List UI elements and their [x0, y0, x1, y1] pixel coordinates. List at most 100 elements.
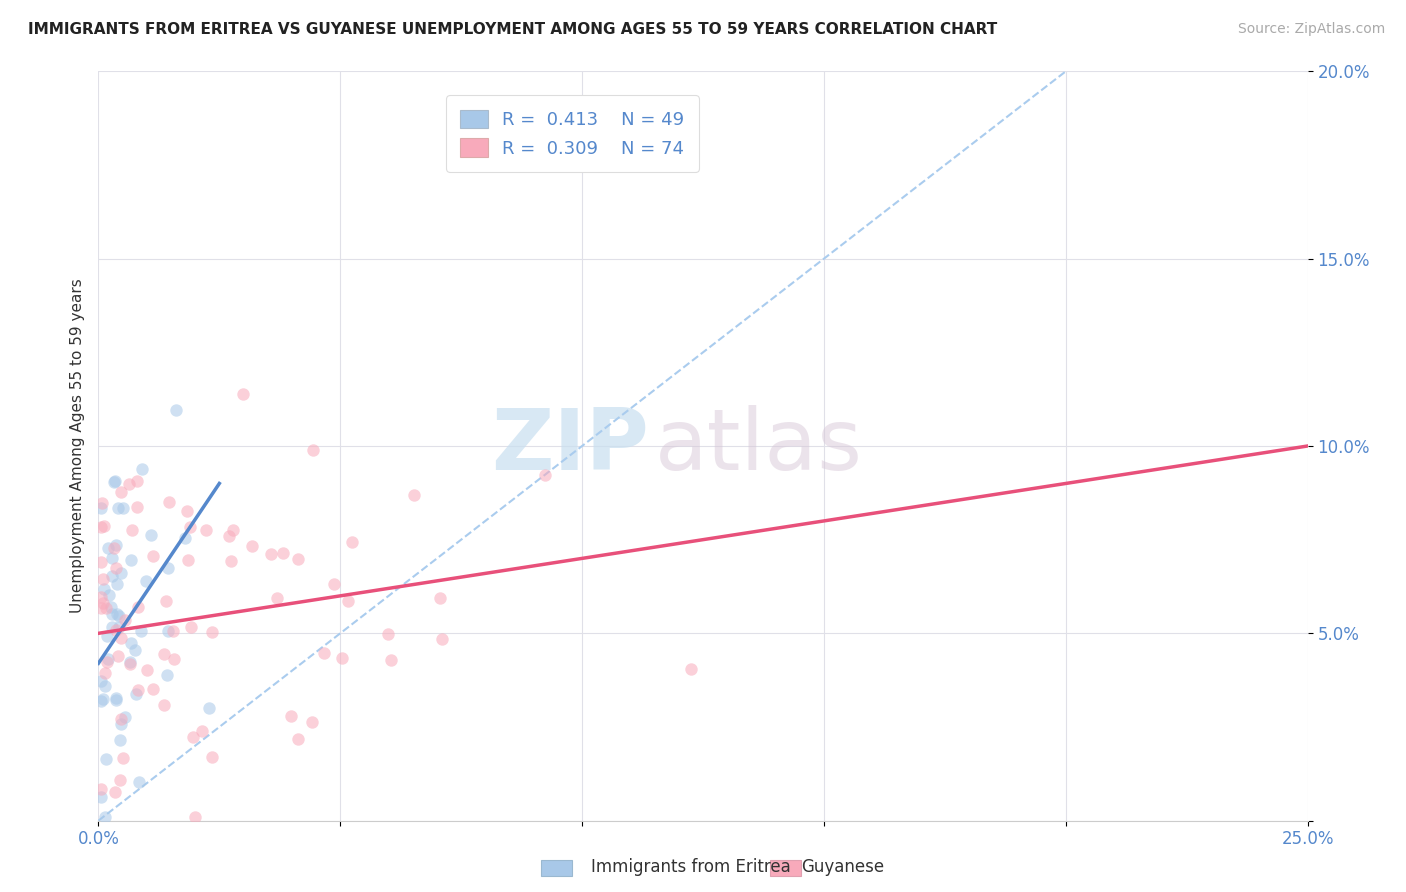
Point [90, 520, 112, 534]
Text: ZIP: ZIP [491, 404, 648, 488]
Legend: R =  0.413    N = 49, R =  0.309    N = 74: R = 0.413 N = 49, R = 0.309 N = 74 [446, 95, 699, 172]
Point [176, 504, 198, 518]
Point [101, 620, 124, 634]
Point [96, 629, 118, 643]
Point [404, 488, 426, 502]
Point [110, 712, 132, 726]
Point [198, 701, 221, 715]
Point [165, 403, 187, 417]
Point [110, 485, 132, 500]
Point [104, 560, 127, 574]
Point [125, 474, 148, 488]
Point [232, 387, 254, 401]
Point [120, 657, 142, 671]
Point [330, 651, 353, 665]
Point [93, 518, 115, 533]
Point [121, 523, 143, 537]
Point [184, 810, 207, 824]
Point [222, 523, 245, 537]
Point [110, 566, 132, 581]
Point [103, 475, 125, 490]
Point [90, 789, 112, 804]
Point [179, 520, 201, 534]
Point [101, 607, 124, 621]
Point [135, 574, 157, 589]
Point [266, 591, 288, 605]
Point [174, 531, 197, 545]
Point [90, 694, 112, 708]
Point [118, 655, 141, 669]
Point [219, 554, 242, 568]
Point [271, 545, 294, 559]
Point [93, 582, 115, 596]
Point [679, 662, 702, 676]
Point [107, 620, 129, 634]
Point [97, 541, 120, 555]
Point [111, 751, 134, 765]
Point [108, 733, 131, 747]
Point [156, 668, 179, 682]
Point [90, 590, 112, 604]
Point [100, 600, 122, 615]
Point [287, 732, 309, 747]
Point [90, 500, 112, 515]
Point [191, 723, 214, 738]
Point [177, 552, 200, 566]
Point [104, 624, 127, 638]
Point [105, 577, 128, 591]
Point [322, 577, 344, 591]
Point [114, 613, 136, 627]
Point [157, 624, 180, 638]
Point [108, 772, 131, 787]
Point [336, 594, 359, 608]
Text: Guyanese: Guyanese [801, 858, 884, 876]
Point [100, 550, 122, 565]
Point [90, 781, 112, 796]
Point [90, 673, 112, 688]
Point [127, 682, 149, 697]
Point [127, 599, 149, 614]
Point [97, 652, 120, 666]
Point [114, 710, 136, 724]
Point [287, 551, 309, 566]
Point [125, 687, 148, 701]
Point [128, 775, 150, 789]
Y-axis label: Unemployment Among Ages 55 to 59 years: Unemployment Among Ages 55 to 59 years [69, 278, 84, 614]
Point [429, 591, 451, 605]
Point [124, 643, 146, 657]
Point [162, 624, 184, 639]
Point [120, 553, 142, 567]
Point [314, 646, 336, 660]
Point [104, 785, 127, 799]
Point [141, 528, 163, 542]
Point [162, 652, 184, 666]
Point [110, 632, 132, 646]
Point [112, 501, 135, 516]
Point [340, 534, 363, 549]
Point [195, 523, 218, 537]
Text: Immigrants from Eritrea: Immigrants from Eritrea [591, 858, 790, 876]
Point [91, 572, 114, 586]
Point [153, 647, 176, 661]
Point [103, 541, 125, 555]
Point [157, 560, 180, 574]
Point [155, 593, 177, 607]
Point [301, 714, 323, 729]
Point [96, 601, 118, 615]
Point [91, 496, 114, 510]
Point [94, 666, 117, 681]
Point [302, 442, 325, 457]
Point [142, 682, 165, 697]
Point [94, 810, 117, 824]
Point [101, 569, 124, 583]
Point [104, 474, 127, 488]
Point [104, 691, 127, 706]
Point [218, 529, 240, 543]
Point [157, 494, 180, 508]
Point [107, 649, 129, 664]
Text: atlas: atlas [655, 404, 863, 488]
Point [96, 655, 118, 669]
Point [118, 476, 141, 491]
Point [110, 717, 132, 731]
Point [141, 549, 163, 564]
